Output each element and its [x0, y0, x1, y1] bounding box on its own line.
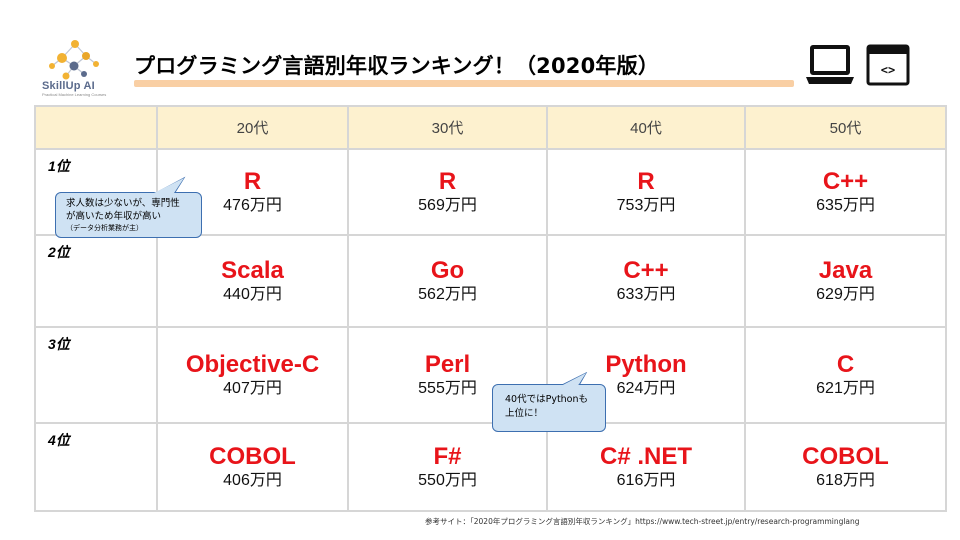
language-name: C++: [623, 257, 669, 284]
callout-tail: [559, 373, 586, 387]
table-row: 4位 COBOL 406万円 F# 550万円 C# .NET 616万円 COBOL…: [34, 422, 947, 512]
language-name: COBOL: [209, 443, 296, 470]
salary-value: 635万円: [816, 197, 875, 214]
language-name: C# .NET: [599, 443, 692, 470]
callout-text: 求人数は少ないが、専門性: [66, 198, 180, 209]
callout-text: が高いため年収が高い: [66, 211, 162, 222]
language-name: C: [836, 351, 855, 378]
table-cell: Objective-C 407万円: [156, 326, 349, 424]
callout-r-note: 求人数は少ないが、専門性 が高いため年収が高い （データ分析業務が主）: [55, 192, 202, 238]
table-cell: Go 562万円: [347, 234, 548, 328]
table-cell: Scala 440万円: [156, 234, 349, 328]
salary-value: 624万円: [616, 380, 676, 397]
callout-text: 上位に！: [505, 408, 544, 419]
table-cell: C# .NET 616万円: [546, 422, 746, 512]
salary-value: 550万円: [418, 472, 477, 489]
logo-name: SkillUp AI: [42, 80, 95, 92]
language-name: R: [637, 168, 655, 195]
language-name: Objective-C: [185, 351, 320, 378]
language-name: R: [438, 168, 457, 195]
laptop-icon: [806, 45, 854, 84]
language-name: Python: [605, 351, 687, 378]
salary-value: 618万円: [816, 472, 875, 489]
table-cell: C 621万円: [744, 326, 947, 424]
language-name: R: [243, 168, 262, 195]
language-name: COBOL: [802, 443, 889, 470]
skillup-ai-logo: [49, 40, 99, 80]
language-name: Scala: [221, 257, 284, 284]
table-header-row: 20代 30代 40代 50代: [34, 105, 947, 150]
header-corner: [34, 105, 158, 150]
column-header: 20代: [156, 105, 349, 150]
callout-tail: [154, 178, 184, 193]
table-cell: R 569万円: [347, 148, 548, 236]
language-name: Perl: [424, 351, 471, 378]
table-cell: R 753万円: [546, 148, 746, 236]
salary-value: 629万円: [816, 286, 875, 303]
rank-label: 2位: [34, 234, 158, 328]
language-name: C++: [822, 168, 869, 195]
table-cell: Python 624万円: [546, 326, 746, 424]
code-window-icon: <>: [866, 44, 910, 86]
table-cell: COBOL 406万円: [156, 422, 349, 512]
salary-value: 555万円: [418, 380, 477, 397]
ranking-table: 20代 30代 40代 50代 1位 R 476万円 R 569万円 R 753万円 …: [34, 105, 947, 512]
salary-value: 621万円: [816, 380, 875, 397]
table-cell: C++ 633万円: [546, 234, 746, 328]
column-header: 30代: [347, 105, 548, 150]
salary-value: 476万円: [223, 197, 282, 214]
salary-value: 633万円: [616, 286, 676, 303]
svg-text:<>: <>: [881, 63, 895, 77]
salary-value: 562万円: [418, 286, 477, 303]
salary-value: 616万円: [616, 472, 676, 489]
source-citation: 参考サイト：「2020年プログラミング言語別年収ランキング」https://ww…: [425, 517, 860, 526]
language-name: F#: [433, 443, 462, 470]
table-cell: F# 550万円: [347, 422, 548, 512]
salary-value: 569万円: [418, 197, 477, 214]
table-row: 3位 Objective-C 407万円 Perl 555万円 Python 624万…: [34, 326, 947, 424]
salary-value: 753万円: [616, 197, 676, 214]
logo-tagline: Practical Machine Learning Courses: [42, 92, 107, 97]
salary-value: 440万円: [223, 286, 282, 303]
callout-python-note: 40代ではPythonも 上位に！: [492, 384, 606, 432]
rank-label: 4位: [34, 422, 158, 512]
table-cell: COBOL 618万円: [744, 422, 947, 512]
table-cell: Java 629万円: [744, 234, 947, 328]
title-underline: [134, 80, 794, 87]
callout-text: 40代ではPythonも: [505, 394, 589, 405]
page-title: プログラミング言語別年収ランキング！（2020年版）: [134, 54, 660, 78]
column-header: 40代: [546, 105, 746, 150]
language-name: Go: [430, 257, 465, 284]
column-header: 50代: [744, 105, 947, 150]
callout-subtext: （データ分析業務が主）: [66, 224, 143, 232]
table-row: 2位 Scala 440万円 Go 562万円 C++ 633万円 Java 629万円: [34, 234, 947, 328]
table-cell: C++ 635万円: [744, 148, 947, 236]
salary-value: 407万円: [223, 380, 282, 397]
language-name: Java: [818, 257, 873, 284]
rank-label: 3位: [34, 326, 158, 424]
salary-value: 406万円: [223, 472, 282, 489]
